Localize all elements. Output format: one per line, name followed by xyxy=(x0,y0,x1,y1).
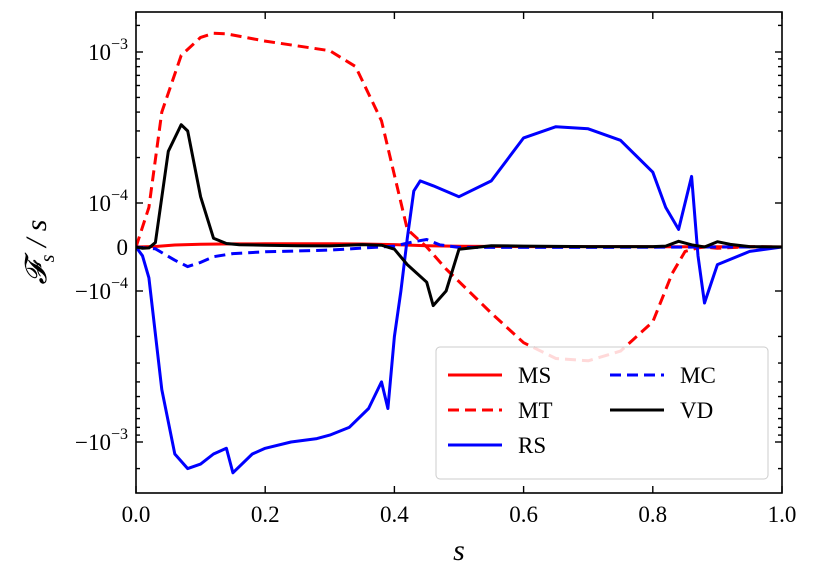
series-layer xyxy=(136,31,782,475)
x-tick-label: 0.8 xyxy=(638,502,667,527)
legend-label-mc: MC xyxy=(680,363,716,388)
series-line-mt xyxy=(136,31,782,363)
x-tick-label: 0.6 xyxy=(509,502,538,527)
legend-label-ms: MS xyxy=(518,363,551,388)
x-tick-label: 0.2 xyxy=(251,502,280,527)
legend-label-mt: MT xyxy=(518,398,553,423)
x-axis-label: s xyxy=(453,534,465,567)
legend-label-vd: VD xyxy=(680,398,713,423)
y-tick-label: 10−3 xyxy=(88,36,128,65)
x-tick-label: 0.4 xyxy=(380,502,409,527)
series-line-rs xyxy=(136,125,782,475)
plot-frame xyxy=(135,11,783,494)
y-axis-label: 𝓕s / s xyxy=(20,220,59,285)
series-line-vd xyxy=(136,123,782,308)
y-tick-label: 10−4 xyxy=(88,187,128,216)
x-tick-label: 1.0 xyxy=(768,502,797,527)
y-tick-label: −10−3 xyxy=(75,426,128,455)
y-tick-label: −10−4 xyxy=(75,275,128,304)
tick-labels-layer: 0.0 0.2 0.4 0.6 0.8 1.0 10−3 10−4 0 −10−4 −10−3 xyxy=(75,36,796,527)
y-tick-label: 0 xyxy=(117,235,129,260)
legend-label-rs: RS xyxy=(518,433,546,458)
y-axis-label-subscript: s xyxy=(37,254,59,262)
y-axis-label-rest: / s xyxy=(20,220,53,255)
legend-box xyxy=(435,346,769,480)
x-tick-label: 0.0 xyxy=(122,502,151,527)
ticks-layer xyxy=(135,12,783,493)
legend: MS MT RS MC VD xyxy=(435,346,769,480)
